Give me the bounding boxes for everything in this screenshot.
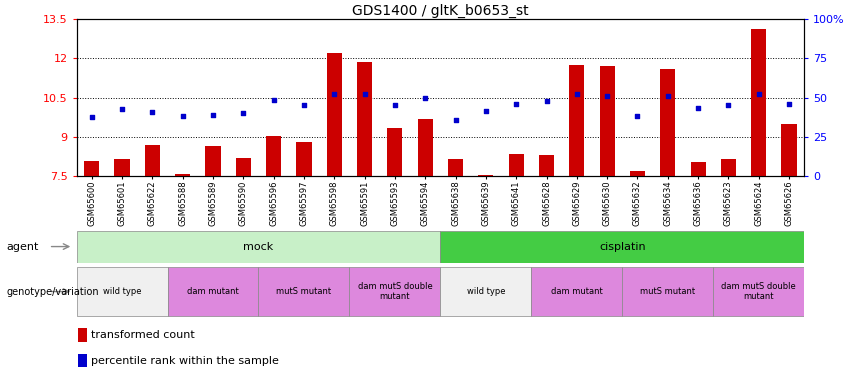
Bar [115,159,129,176]
Bar [440,267,531,316]
Bar [622,267,713,316]
Bar [721,159,736,176]
Bar [259,267,350,316]
Point [600,93,614,99]
Point [297,102,311,108]
Text: genotype/variation: genotype/variation [7,286,100,297]
Text: percentile rank within the sample: percentile rank within the sample [91,356,279,366]
Point [691,105,705,111]
Point [85,114,99,120]
Bar [418,118,433,176]
Text: dam mutS double
mutant: dam mutS double mutant [722,282,796,301]
Point [631,113,644,119]
Point [782,101,796,107]
Point [176,113,190,119]
Point [661,93,675,99]
Text: mutS mutant: mutS mutant [277,287,332,296]
Bar [448,159,463,176]
Point [237,110,250,116]
Bar [77,328,87,342]
Point [328,91,341,97]
Point [267,97,281,103]
Point [448,117,462,123]
Point [206,112,220,118]
Bar [77,267,168,316]
Bar [357,62,372,176]
Point [752,91,766,97]
Bar [690,162,705,176]
Bar [205,146,220,176]
Bar [175,174,191,176]
Bar [539,155,554,176]
Bar [84,160,100,176]
Point [146,109,159,115]
Text: dam mutant: dam mutant [551,287,603,296]
Text: dam mutS double
mutant: dam mutS double mutant [357,282,432,301]
Text: mutS mutant: mutS mutant [640,287,695,296]
Point [479,108,493,114]
Text: mock: mock [243,242,274,252]
Bar [600,66,614,176]
Bar [751,29,766,176]
Text: transformed count: transformed count [91,330,195,340]
Point [510,101,523,107]
Point [388,102,402,108]
Text: agent: agent [7,242,39,252]
Bar [77,231,440,262]
Text: wild type: wild type [466,287,505,296]
Point [722,102,735,108]
Bar [266,135,281,176]
Bar [531,267,622,316]
Bar [569,64,585,176]
Bar [781,124,797,176]
Point [115,106,129,112]
Bar [168,267,259,316]
Bar [713,267,804,316]
Bar [440,231,804,262]
Text: dam mutant: dam mutant [187,287,239,296]
Bar [327,53,342,176]
Bar [660,69,676,176]
Title: GDS1400 / gltK_b0653_st: GDS1400 / gltK_b0653_st [352,4,528,18]
Point [357,91,371,97]
Text: wild type: wild type [103,287,141,296]
Bar [236,158,251,176]
Bar [350,267,441,316]
Text: cisplatin: cisplatin [599,242,646,252]
Bar [77,354,87,368]
Bar [145,145,160,176]
Point [570,91,584,97]
Bar [630,171,645,176]
Bar [387,128,403,176]
Point [540,99,553,105]
Bar [478,175,494,176]
Bar [296,142,311,176]
Point [419,94,432,100]
Bar [509,154,523,176]
